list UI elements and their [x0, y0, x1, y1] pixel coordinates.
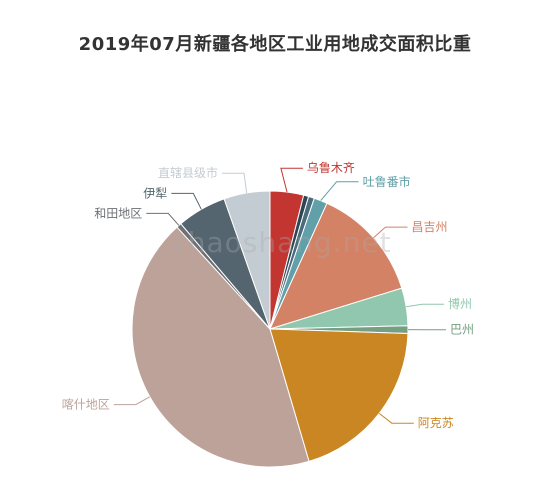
- slice-7: [269, 328, 409, 462]
- leader-line-3: [320, 181, 359, 201]
- leader-line-7: [378, 413, 414, 424]
- slice-label-6: 巴州: [450, 323, 474, 337]
- leader-line-5: [406, 303, 444, 308]
- leader-line-9: [146, 212, 180, 226]
- slice-label-0: 乌鲁木齐: [307, 160, 355, 175]
- leader-line-0: [280, 167, 303, 193]
- slice-label-11: 直辖县级市: [158, 165, 218, 180]
- slice-label-3: 吐鲁番市: [363, 174, 411, 189]
- slice-11: [223, 190, 271, 330]
- slice-label-5: 博州: [448, 296, 472, 311]
- slice-label-8: 喀什地区: [62, 398, 110, 412]
- leader-line-10: [171, 192, 202, 210]
- pie-slices: [131, 190, 409, 468]
- slice-label-9: 和田地区: [94, 206, 142, 220]
- leader-line-4: [373, 226, 408, 239]
- slice-label-10: 伊犁: [143, 186, 167, 200]
- leader-line-11: [222, 172, 248, 194]
- leader-line-8: [113, 396, 151, 406]
- slice-label-4: 昌吉州: [412, 220, 448, 234]
- slice-4: [269, 202, 403, 330]
- slice-label-7: 阿克苏: [418, 416, 454, 430]
- chart-title: 2019年07月新疆各地区工业用地成交面积比重: [78, 34, 472, 55]
